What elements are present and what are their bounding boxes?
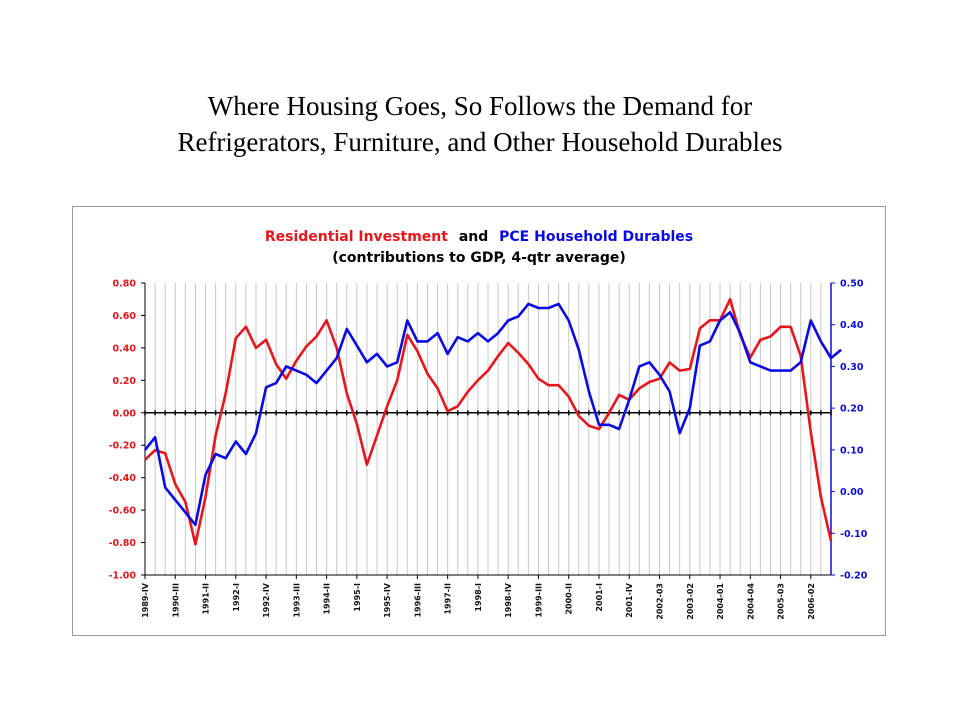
chart-subtitle: (contributions to GDP, 4-qtr average) [332,250,626,266]
left-axis-tick-label: 0.00 [113,408,137,419]
x-axis-tick-label: 2000-II [565,583,574,615]
x-axis-tick-label: 2001-IV [625,582,634,618]
chart-svg: Residential Investment and PCE Household… [109,229,868,620]
x-axis-tick-label: 1992-IV [262,582,271,618]
chart-title-and: and [459,229,488,245]
chart-title-residential: Residential Investment [265,229,448,245]
x-axis-tick-label: 1991-II [202,583,211,615]
x-axis-tick-label: 1990-III [171,583,180,618]
plot-area: 0.80 0.60 0.40 0.20 0.00 -0.20 -0.40 -0.60 -0.80… [109,279,868,620]
x-axis-tick-label: 1999-III [534,583,543,618]
x-axis-tick-label: 1998-I [474,583,483,612]
chart-title-pce: PCE Household Durables [499,229,693,245]
chart-frame: Residential Investment and PCE Household… [72,206,886,636]
x-axis-tick-label: 2005-03 [777,583,786,620]
slide-title-line-1: Where Housing Goes, So Follows the Deman… [207,91,753,121]
left-axis-tick-label: 0.20 [113,376,137,387]
x-axis-tick-label: 1997-II [444,583,453,615]
x-axis-tick-label: 2004-01 [716,583,725,620]
x-axis-tick-label: 1996-III [413,583,422,618]
right-axis-tick-label: 0.30 [840,362,864,373]
x-axis-tick-label: 1998-IV [504,582,513,618]
left-axis-tick-label: -0.80 [109,538,137,549]
right-axis-tick-label: 0.00 [840,487,864,498]
left-axis-tick-label: -0.20 [109,441,137,452]
slide-title: Where Housing Goes, So Follows the Deman… [0,88,960,160]
x-axis-tick-label: 1995-I [353,583,362,612]
x-axis-tick-label: 1995-IV [383,582,392,618]
series-line-residential-investment [144,297,833,546]
series-line-pce-household-durables [143,302,842,527]
x-axis-tick-label: 2003-02 [686,583,695,620]
right-axis-tick-label: 0.20 [840,404,864,415]
left-axis-tick-label: -1.00 [109,571,137,582]
x-axis-tick-label: 1989-IV [141,582,150,618]
x-axis-tick-label: 2004-04 [746,583,755,620]
right-axis-tick-label: 0.50 [840,279,864,290]
right-axis-tick-label: 0.40 [840,320,864,331]
right-axis-tick-label: -0.10 [840,529,868,540]
left-axis-tick-label: -0.60 [109,506,137,517]
x-axis-tick-label: 1993-III [292,583,301,618]
left-axis-tick-label: 0.60 [113,311,137,322]
x-axis-tick-label: 1994-II [323,583,332,615]
left-axis-tick-label: -0.40 [109,473,137,484]
right-axis-tick-label: 0.10 [840,445,864,456]
left-axis-tick-label: 0.40 [113,343,137,354]
x-axis-tick-label: 1992-I [232,583,241,612]
x-axis-tick-label: 2001-I [595,583,604,612]
left-axis-tick-label: 0.80 [113,279,137,290]
x-axis-tick-label: 2006-02 [807,583,816,620]
chart-title: Residential Investment and PCE Household… [265,229,693,245]
slide-title-line-2: Refrigerators, Furniture, and Other Hous… [177,127,783,157]
x-axis-tick-label: 2002-03 [656,583,665,620]
right-axis-tick-label: -0.20 [840,571,868,582]
